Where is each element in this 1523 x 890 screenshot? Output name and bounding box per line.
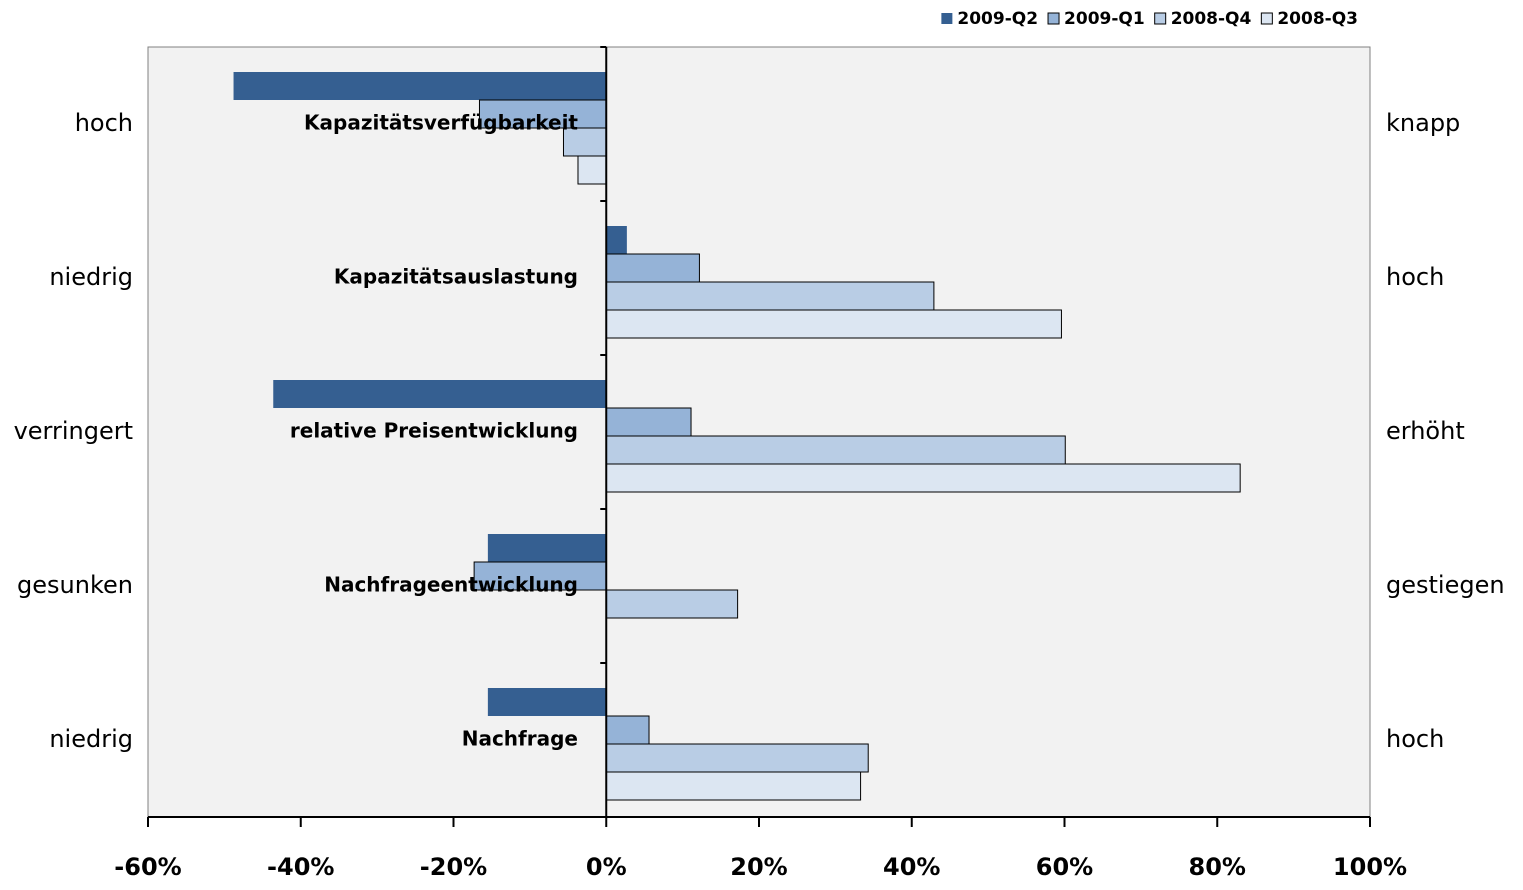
legend-label: 2008-Q3 [1277,9,1358,29]
legend-swatch [941,13,953,24]
bar [605,281,935,311]
bar [605,407,692,437]
x-tick-label: 60% [1036,853,1093,881]
plot-area [147,46,1371,818]
x-tick-label: 100% [1333,853,1407,881]
bar [487,688,607,716]
left-label: gesunken [17,571,133,599]
category-label: relative Preisentwicklung [290,419,578,443]
category-label: Nachfrage [462,727,578,751]
x-tick-label: 40% [883,853,940,881]
bar [605,771,862,801]
x-tick-label: -60% [114,853,181,881]
left-label: verringert [14,417,133,445]
bar [605,463,1241,493]
legend-swatch [1047,12,1060,25]
category-label: Kapazitätsauslastung [334,265,578,289]
left-label: niedrig [49,725,133,753]
bar [605,589,739,619]
bar [605,253,700,283]
legend-swatch [1260,12,1273,25]
legend-label: 2009-Q1 [1064,9,1145,29]
right-label: hoch [1386,263,1444,291]
x-tick-label: 20% [730,853,787,881]
bar [605,309,1062,339]
x-tick-label: 0% [586,853,627,881]
right-label: gestiegen [1386,571,1505,599]
category-label: Kapazitätsverfügbarkeit [304,111,578,135]
bar [473,561,607,591]
x-tick-label: -20% [420,853,487,881]
bar [478,99,607,129]
left-label: hoch [75,109,133,137]
left-label: niedrig [49,263,133,291]
right-label: erhöht [1386,417,1465,445]
right-label: hoch [1386,725,1444,753]
right-label: knapp [1386,109,1460,137]
x-tick-label: 80% [1189,853,1246,881]
bar [605,435,1066,465]
x-tick-label: -40% [267,853,334,881]
bar [273,380,607,408]
bar [605,715,650,745]
bar [606,226,627,254]
category-label: Nachfrageentwicklung [324,573,578,597]
legend-swatch [1154,12,1167,25]
bar [487,534,607,562]
bar [605,743,869,773]
legend-label: 2009-Q2 [957,9,1038,29]
bar [233,72,607,100]
legend-label: 2008-Q4 [1171,9,1252,29]
bar [577,155,607,185]
